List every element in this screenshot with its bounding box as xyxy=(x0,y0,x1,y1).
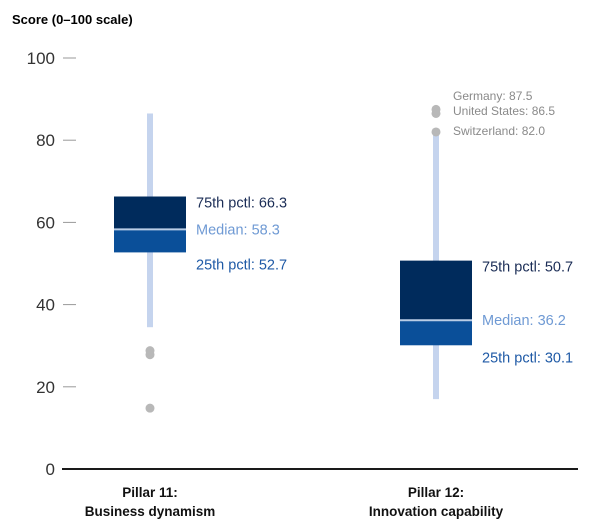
y-tick-label: 0 xyxy=(46,460,55,479)
outlier-point xyxy=(431,127,441,137)
y-tick-label: 100 xyxy=(27,49,55,68)
q3-label: 75th pctl: 50.7 xyxy=(482,260,573,276)
outlier-point xyxy=(145,350,155,360)
box-upper xyxy=(400,260,472,321)
y-tick-label: 80 xyxy=(36,131,55,150)
category-label-line1: Pillar 11: xyxy=(122,485,178,500)
box-lower xyxy=(400,320,472,346)
y-tick-label: 40 xyxy=(36,296,55,315)
y-tick-label: 60 xyxy=(36,213,55,232)
median-label: Median: 36.2 xyxy=(482,313,566,329)
category-label-line1: Pillar 12: xyxy=(408,485,464,500)
q1-label: 25th pctl: 30.1 xyxy=(482,350,573,366)
outlier-label: Germany: 87.5 xyxy=(453,89,533,103)
q3-label: 75th pctl: 66.3 xyxy=(196,196,287,212)
outlier-point xyxy=(145,403,155,413)
median-label: Median: 58.3 xyxy=(196,222,280,238)
outlier-point xyxy=(431,108,441,118)
outlier-label: United States: 86.5 xyxy=(453,104,555,118)
y-axis-title: Score (0–100 scale) xyxy=(12,12,133,27)
category-label-line2: Innovation capability xyxy=(369,504,504,519)
box-lower xyxy=(114,229,186,253)
q1-label: 25th pctl: 52.7 xyxy=(196,257,287,273)
category-label-line2: Business dynamism xyxy=(85,504,216,519)
outlier-label: Switzerland: 82.0 xyxy=(453,124,545,138)
y-tick-label: 20 xyxy=(36,378,55,397)
box-upper xyxy=(114,196,186,230)
